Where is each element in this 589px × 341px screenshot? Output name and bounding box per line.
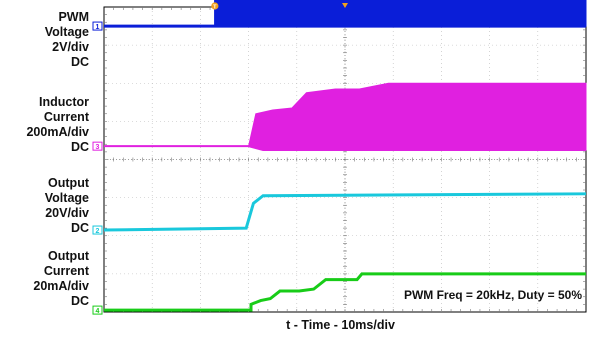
channel-1-pwm-band: [214, 0, 587, 27]
channel-2-ground-marker: [92, 225, 103, 235]
channel-4-ground-marker-number: 4: [96, 308, 100, 315]
channel-2-label-line: DC: [70, 221, 89, 235]
channel-3-label-line: 200mA/div: [26, 125, 89, 139]
channel-2-label: Output Voltage 20V/div DC: [0, 176, 89, 236]
channel-3-ground-marker-number: 3: [96, 144, 100, 151]
channel-1-ground-marker-number: 1: [96, 24, 100, 31]
channel-2-label-line: Voltage: [44, 191, 89, 205]
channel-1-label: PWM Voltage 2V/div DC: [0, 10, 89, 70]
channel-4-label-line: DC: [70, 294, 89, 308]
channel-2-trace: [103, 192, 587, 232]
channel-2-label-line: 20V/div: [45, 206, 89, 220]
time-reference-marker: [342, 3, 348, 8]
channel-4-trace: [104, 272, 586, 312]
channel-3-label: Inductor Current 200mA/div DC: [0, 95, 89, 155]
channel-3-label-line: Inductor: [39, 95, 89, 109]
channel-4-label-line: 20mA/div: [33, 279, 89, 293]
trigger-marker: [211, 2, 219, 10]
channel-3-trace: [104, 145, 586, 151]
channel-4-label-line: Current: [43, 264, 89, 278]
pwm-annotation: PWM Freq = 20kHz, Duty = 50%: [403, 288, 582, 302]
channel-3-label-line: DC: [70, 140, 89, 154]
channel-4-label: Output Current 20mA/div DC: [0, 249, 89, 309]
channel-1-label-line: 2V/div: [52, 40, 89, 54]
channel-1-label-line: DC: [70, 55, 89, 69]
channel-4-label-line: Output: [48, 249, 89, 263]
channel-4-ground-marker: [92, 305, 103, 315]
channel-2-label-line: Output: [48, 176, 89, 190]
channel-1-ground-marker: [92, 21, 103, 31]
channel-3-label-line: Current: [43, 110, 89, 124]
trigger-marker-letter: T: [213, 5, 217, 11]
channel-2-ground-marker-number: 2: [96, 228, 100, 235]
channel-3-ground-marker: [92, 141, 103, 151]
channel-1-label-line: PWM: [58, 10, 89, 24]
x-axis-label: t - Time - 10ms/div: [286, 318, 395, 332]
channel-1-label-line: Voltage: [44, 25, 89, 39]
